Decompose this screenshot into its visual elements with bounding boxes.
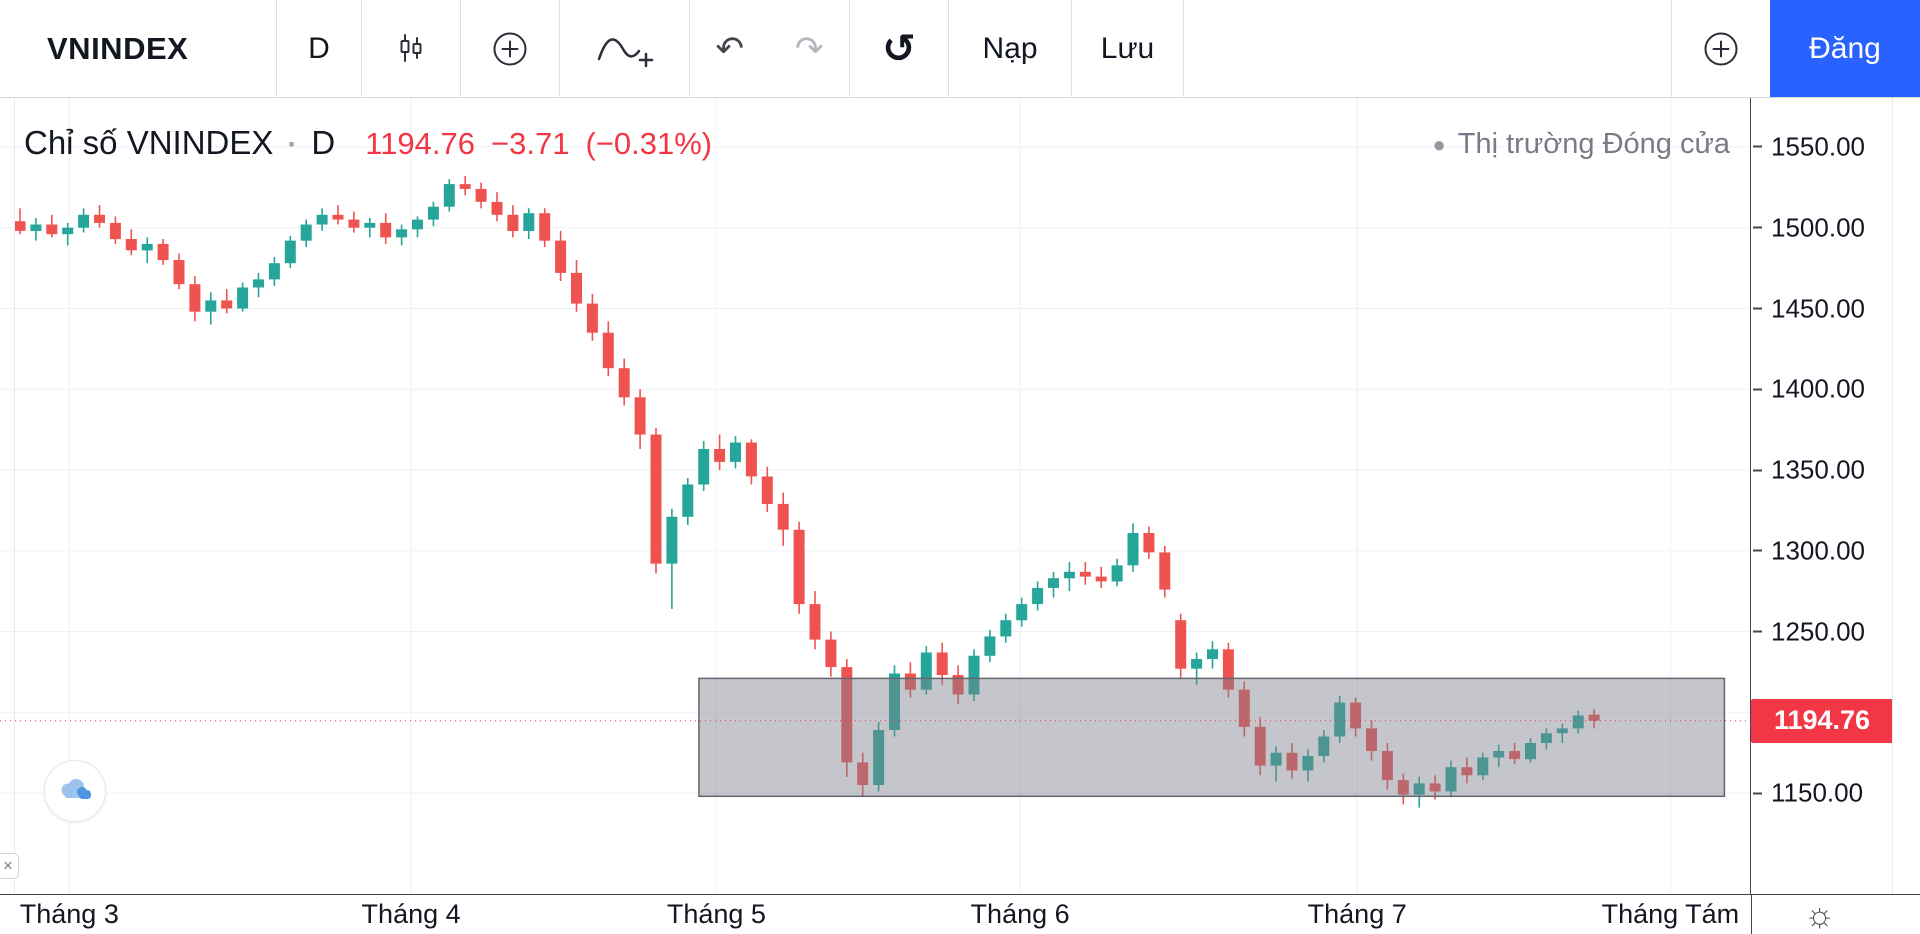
reload-icon: ↺ xyxy=(882,26,916,71)
reload-button[interactable]: ↺ xyxy=(850,0,948,97)
price-tick-text: 1450.00 xyxy=(1771,293,1865,323)
load-button[interactable]: Nạp xyxy=(949,0,1071,97)
price-axis-divider xyxy=(1892,98,1893,894)
candlestick-chart[interactable] xyxy=(0,98,1751,894)
symbol-label: VNINDEX xyxy=(47,30,189,66)
toolbar-separator xyxy=(849,0,850,97)
price-tick-text: 1250.00 xyxy=(1771,616,1865,646)
top-toolbar: VNINDEX D xyxy=(0,0,1920,98)
market-status-text: Thị trường Đóng cửa xyxy=(1457,128,1730,160)
legend-title: Chỉ số VNINDEX xyxy=(24,124,274,161)
legend-change: −3.71 xyxy=(491,126,570,161)
sun-icon: ☼ xyxy=(1804,895,1836,934)
toolbar-separator xyxy=(559,0,560,97)
redo-button[interactable]: ↷ xyxy=(770,0,850,97)
tick-dash xyxy=(1753,388,1762,391)
price-tick-text: 1550.00 xyxy=(1771,131,1865,162)
price-tick: 1450.00 xyxy=(1753,293,1865,324)
cloud-sync-button[interactable] xyxy=(44,760,106,822)
chart-pane[interactable]: Chỉ số VNINDEX · D 1194.76 −3.71 (−0.31%… xyxy=(0,98,1751,894)
chart-legend: Chỉ số VNINDEX · D 1194.76 −3.71 (−0.31%… xyxy=(24,124,728,162)
save-label: Lưu xyxy=(1100,31,1155,65)
time-axis-label: Tháng Tám xyxy=(1601,899,1740,929)
tick-dash xyxy=(1753,307,1762,310)
time-axis-label: Tháng 5 xyxy=(666,899,766,929)
price-tick-text: 1350.00 xyxy=(1771,454,1865,485)
toolbar-separator xyxy=(1671,0,1672,97)
tick-dash xyxy=(1753,792,1762,794)
price-tick-text: 1300.00 xyxy=(1771,535,1865,566)
time-axis-label: Tháng 7 xyxy=(1307,899,1407,929)
publish-idea-add-button[interactable] xyxy=(1672,0,1770,97)
legend-interval: D xyxy=(311,124,336,161)
publish-button[interactable]: Đăng xyxy=(1770,0,1920,97)
toolbar-separator xyxy=(948,0,949,97)
plus-circle-icon xyxy=(493,32,527,65)
tick-dash xyxy=(1753,469,1762,471)
interval-button[interactable]: D xyxy=(277,0,361,97)
current-price-label: 1194.76 xyxy=(1751,698,1893,743)
axis-corner: ☼ xyxy=(1751,894,1920,934)
undo-icon: ↶ xyxy=(715,29,745,68)
tick-dash xyxy=(1753,145,1762,148)
tick-dash xyxy=(1753,549,1762,552)
indicator-wave-icon xyxy=(597,37,653,67)
compare-add-button[interactable] xyxy=(461,0,559,97)
redo-icon: ↷ xyxy=(795,29,824,68)
toolbar-spacer xyxy=(1184,0,1671,97)
time-axis-label: Tháng 4 xyxy=(361,899,461,929)
plus-circle-icon xyxy=(1704,32,1738,65)
tick-dash xyxy=(1753,226,1762,229)
legend-separator-dot: · xyxy=(287,128,298,161)
brightness-button[interactable]: ☼ xyxy=(1804,898,1835,932)
toolbar-separator xyxy=(1183,0,1184,97)
price-tick: 1300.00 xyxy=(1753,535,1865,566)
toolbar-separator xyxy=(460,0,461,97)
indicators-button[interactable] xyxy=(560,0,689,97)
price-axis[interactable]: 1550.00 1500.00 1450.00 1400.00 1350.00 1300.… xyxy=(1751,98,1920,894)
left-toolbar-collapse-tab[interactable]: × xyxy=(0,853,19,879)
close-icon: × xyxy=(3,856,13,875)
interval-label: D xyxy=(308,31,330,65)
candlestick-icon xyxy=(400,33,422,62)
toolbar-separator xyxy=(689,0,690,97)
chart-style-button[interactable] xyxy=(362,0,460,97)
price-tick: 1550.00 xyxy=(1753,131,1865,162)
symbol-button[interactable]: VNINDEX xyxy=(0,0,276,97)
time-axis[interactable]: Tháng 3 Tháng 4 Tháng 5 Tháng 6 Tháng 7 Tháng… xyxy=(0,894,1751,934)
market-closed-dot: ● xyxy=(1432,131,1446,157)
cloud-icon xyxy=(61,779,91,799)
load-label: Nạp xyxy=(982,31,1038,65)
time-axis-label: Tháng 3 xyxy=(19,899,119,929)
publish-label: Đăng xyxy=(1809,31,1881,65)
save-button[interactable]: Lưu xyxy=(1072,0,1183,97)
price-tick: 1350.00 xyxy=(1753,455,1865,486)
price-tick: 1250.00 xyxy=(1753,616,1865,647)
legend-last-price: 1194.76 xyxy=(365,126,476,161)
price-tick: 1400.00 xyxy=(1753,374,1865,405)
price-tick: 1150.00 xyxy=(1753,778,1863,809)
legend-change-pct: (−0.31%) xyxy=(585,126,713,161)
tick-dash xyxy=(1753,630,1762,633)
toolbar-separator xyxy=(361,0,362,97)
toolbar-separator xyxy=(1071,0,1072,97)
price-tick-text: 1150.00 xyxy=(1771,777,1864,808)
undo-button[interactable]: ↶ xyxy=(690,0,770,97)
price-tick-text: 1400.00 xyxy=(1771,373,1865,404)
price-tick-text: 1500.00 xyxy=(1771,212,1865,243)
market-status: ● Thị trường Đóng cửa xyxy=(1432,128,1730,161)
toolbar-separator xyxy=(276,0,277,97)
zone-rectangle[interactable] xyxy=(698,677,1726,798)
price-tick: 1500.00 xyxy=(1753,212,1865,243)
time-axis-label: Tháng 6 xyxy=(970,899,1070,929)
